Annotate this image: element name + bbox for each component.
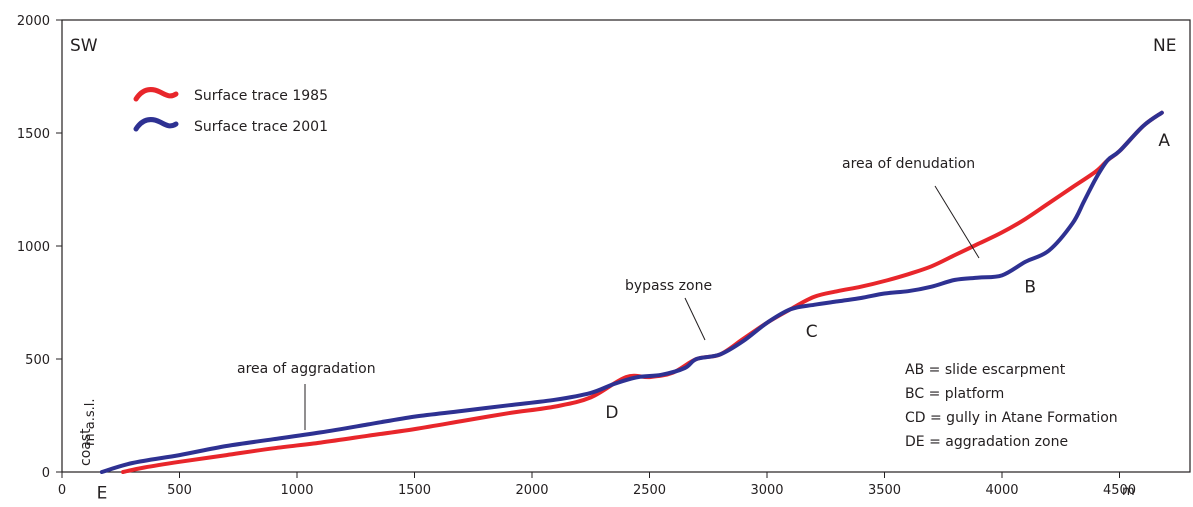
x-tick-label: 1500 xyxy=(398,483,431,498)
y-tick-label: 1000 xyxy=(17,240,50,255)
series-layer xyxy=(99,110,1164,474)
x-tick-label: 1000 xyxy=(280,483,313,498)
legend-swatch-2001 xyxy=(133,117,179,132)
y-tick-label: 2000 xyxy=(17,14,50,29)
x-axis-ticks: 0 500 1000 1500 2000 2500 3000 3500 4000 4500 xyxy=(58,472,1136,498)
key-de: DE = aggradation zone xyxy=(905,434,1068,450)
point-label-e: E xyxy=(97,483,108,503)
legend-label-2001: Surface trace 2001 xyxy=(194,119,328,135)
annotation-bypass: bypass zone xyxy=(625,278,712,294)
series-line-2001 xyxy=(99,110,1164,474)
point-label-a: A xyxy=(1158,131,1170,151)
y-tick-label: 500 xyxy=(25,353,50,368)
point-label-c: C xyxy=(806,322,818,342)
annotation-denudation: area of denudation xyxy=(842,156,975,172)
annotation-aggradation: area of aggradation xyxy=(237,361,376,377)
legend: Surface trace 1985 Surface trace 2001 xyxy=(133,87,328,135)
point-label-b: B xyxy=(1024,278,1036,298)
x-tick-label: 4500 xyxy=(1103,483,1136,498)
direction-sw: SW xyxy=(70,36,98,56)
x-tick-label: 4000 xyxy=(985,483,1018,498)
x-tick-label: 2000 xyxy=(515,483,548,498)
x-tick-label: 500 xyxy=(167,483,192,498)
coast-label: coast xyxy=(78,428,94,466)
y-axis-label: m a.s.l. xyxy=(83,398,98,446)
legend-swatch-1985 xyxy=(133,87,179,102)
y-tick-label: 1500 xyxy=(17,127,50,142)
legend-label-1985: Surface trace 1985 xyxy=(194,88,328,104)
point-labels: A B C D E xyxy=(97,131,1171,504)
x-axis-label: m xyxy=(1122,484,1135,499)
segment-key: AB = slide escarpment BC = platform CD =… xyxy=(905,362,1118,450)
key-ab: AB = slide escarpment xyxy=(905,362,1066,378)
leader-bypass xyxy=(684,297,706,341)
x-tick-label: 3000 xyxy=(750,483,783,498)
x-tick-label: 3500 xyxy=(868,483,901,498)
point-label-d: D xyxy=(605,403,618,423)
y-axis-ticks: 0 500 1000 1500 2000 xyxy=(17,14,62,481)
x-tick-label: 0 xyxy=(58,483,66,498)
x-tick-label: 2500 xyxy=(633,483,666,498)
key-bc: BC = platform xyxy=(905,386,1004,402)
direction-ne: NE xyxy=(1153,36,1176,56)
y-tick-label: 0 xyxy=(42,466,50,481)
leader-denudation xyxy=(934,185,980,259)
key-cd: CD = gully in Atane Formation xyxy=(905,410,1118,426)
